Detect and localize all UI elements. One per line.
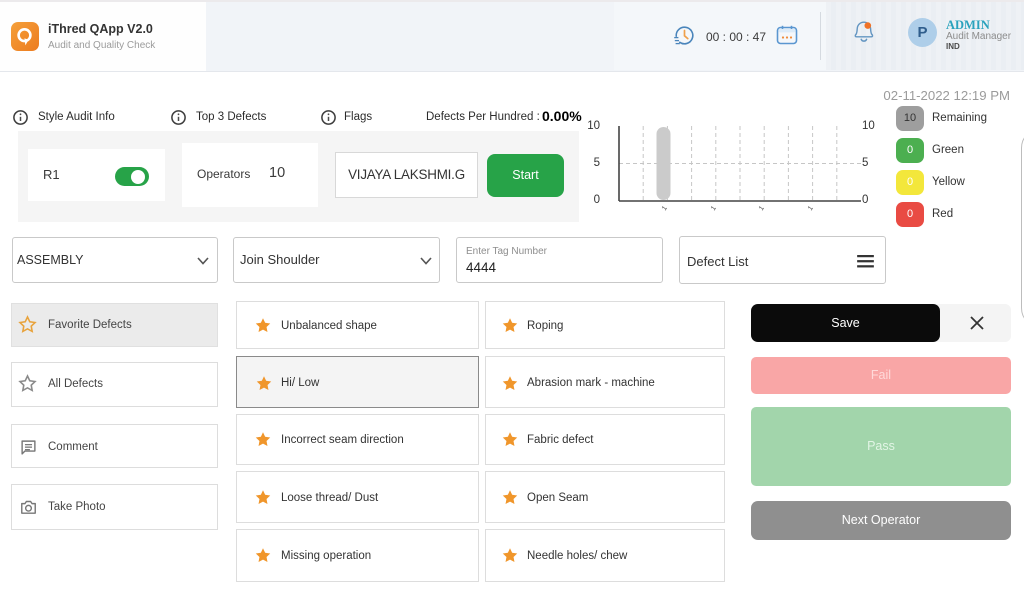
svg-text:1: 1 (661, 205, 669, 212)
svg-text:1: 1 (807, 205, 815, 212)
svg-text:1: 1 (758, 205, 766, 212)
svg-text:1: 1 (710, 205, 718, 212)
